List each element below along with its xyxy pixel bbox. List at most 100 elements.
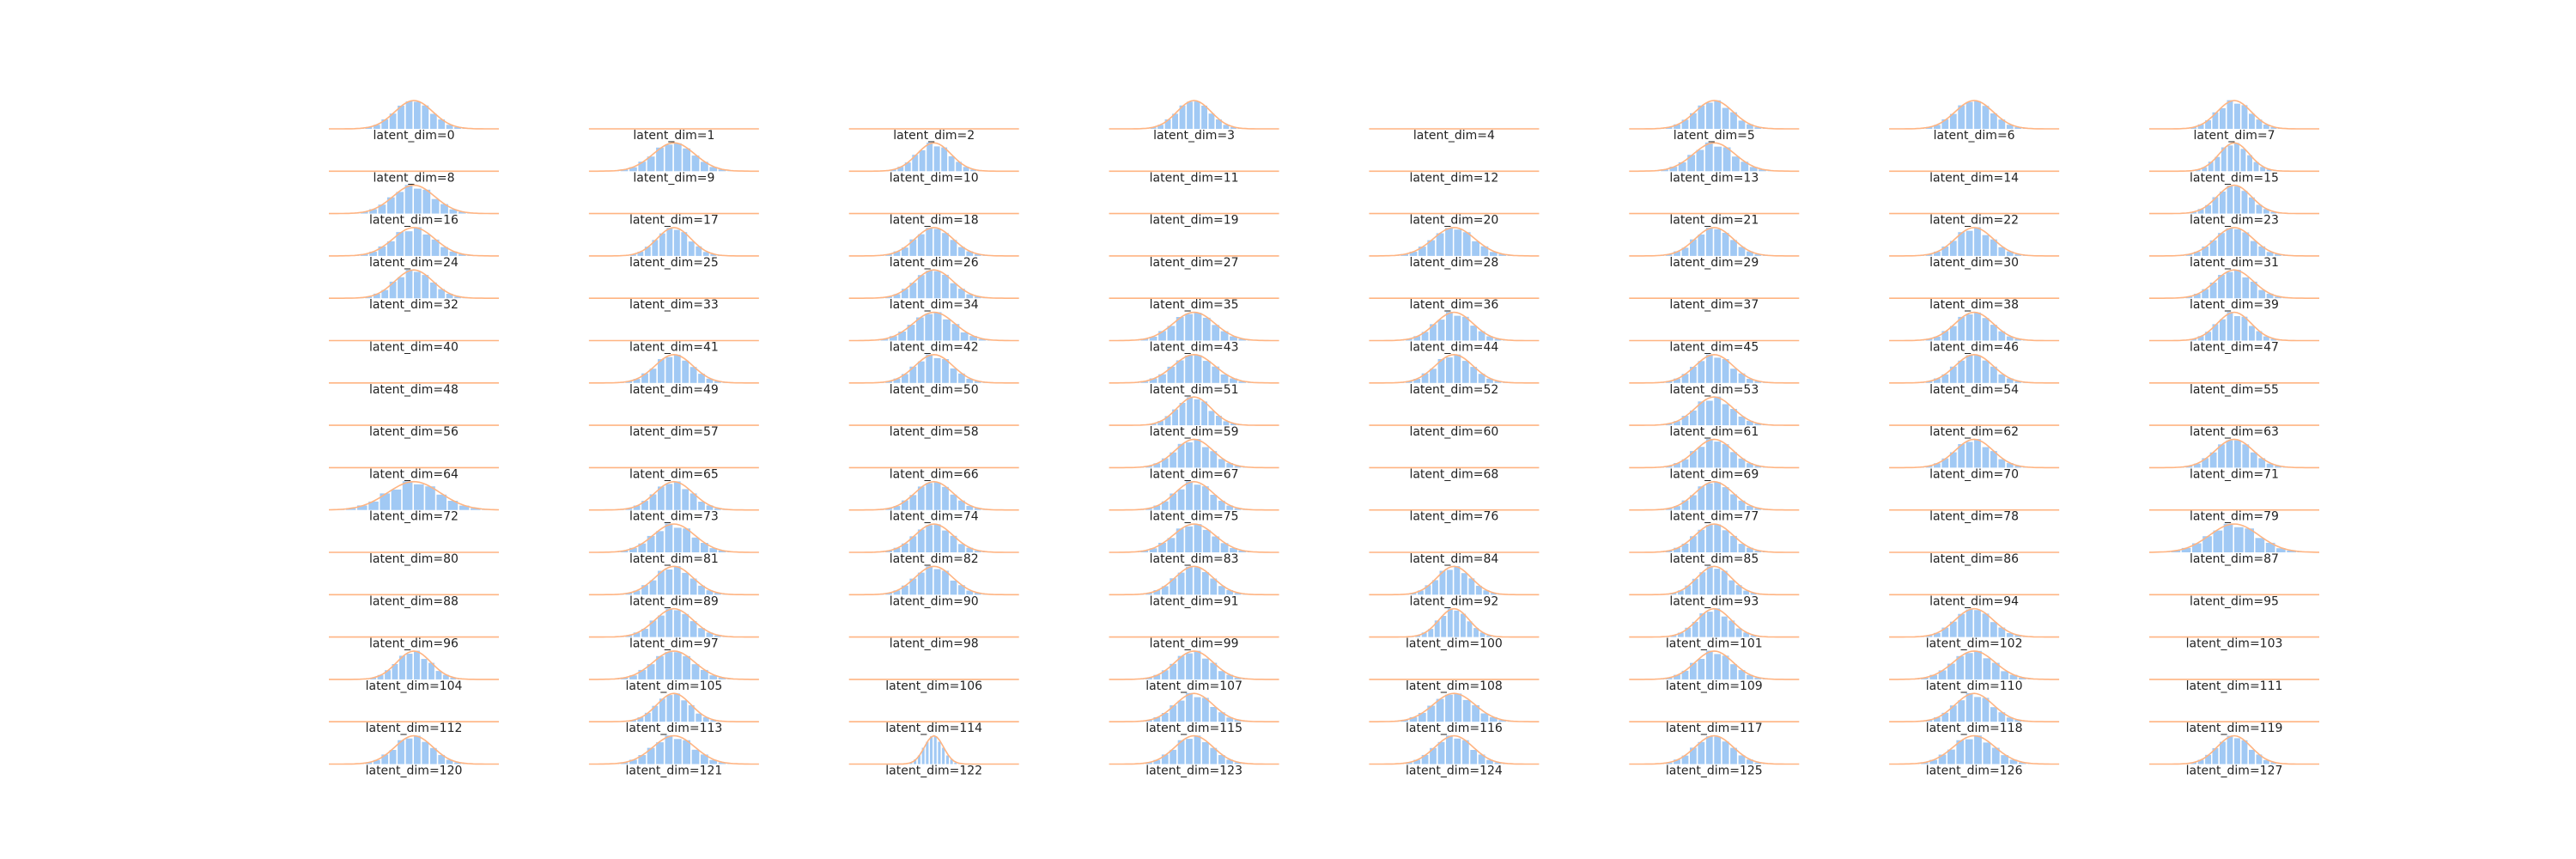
histogram-bar — [2226, 440, 2233, 468]
histogram-bar — [620, 551, 629, 552]
histogram-bar — [1947, 749, 1955, 765]
histogram-bar — [1234, 720, 1242, 722]
histogram-bar — [1941, 627, 1949, 637]
histogram-panel-5: latent_dim=5 — [1629, 100, 1800, 143]
histogram-bar — [1441, 616, 1447, 637]
histogram-bar — [2009, 674, 2018, 679]
histogram-bar — [942, 486, 949, 510]
pdf-curve — [588, 692, 759, 722]
histogram-bar — [926, 741, 929, 765]
histogram-bar — [1681, 416, 1689, 426]
histogram-bar — [1674, 251, 1680, 256]
histogram-bar — [1421, 632, 1427, 637]
histogram-bar — [1220, 374, 1229, 383]
histogram-bar — [454, 762, 461, 765]
histogram-bar — [2197, 336, 2204, 341]
histogram-bar — [1982, 360, 1990, 383]
histogram-bar — [666, 228, 673, 256]
histogram-bar — [933, 736, 937, 765]
panel-label: latent_dim=79 — [2190, 510, 2279, 524]
panel-label: latent_dim=7 — [2194, 129, 2275, 143]
histogram-bar — [1674, 506, 1680, 510]
histogram-bar — [1982, 447, 1990, 468]
histogram-bar — [1941, 247, 1949, 256]
histogram-bar — [1665, 677, 1673, 679]
panel-label: latent_dim=80 — [369, 552, 459, 566]
histogram-bar — [1681, 500, 1689, 510]
histogram-panel-0: latent_dim=0 — [329, 100, 499, 143]
histogram-bar — [1186, 442, 1193, 468]
histogram-bar — [1158, 542, 1166, 552]
histogram-bar — [1925, 126, 1933, 129]
histogram-bar — [1998, 712, 2006, 722]
histogram-bar — [2255, 538, 2265, 552]
histogram-bar — [885, 296, 892, 299]
histogram-bar — [958, 373, 965, 383]
pdf-curve — [588, 142, 759, 173]
histogram-bar — [1965, 739, 1973, 765]
histogram-bar — [2256, 119, 2263, 129]
histogram-panel-57: latent_dim=57 — [588, 424, 759, 439]
histogram-bar — [1436, 233, 1444, 256]
histogram-bar — [1212, 325, 1220, 341]
histogram-bar — [1941, 712, 1949, 722]
histogram-bar — [1754, 254, 1762, 256]
histogram-bar — [1929, 674, 1938, 679]
histogram-bar — [2197, 209, 2204, 214]
pdf-curve — [2149, 269, 2319, 299]
histogram-bar — [2227, 186, 2233, 214]
panel-label: latent_dim=61 — [1669, 425, 1759, 439]
histogram-bar — [1177, 700, 1185, 722]
histogram-bar — [912, 155, 919, 172]
histogram-panel-39: latent_dim=39 — [2149, 269, 2319, 312]
histogram-bar — [1730, 369, 1737, 383]
histogram-bar — [1186, 653, 1193, 679]
histogram-bar — [1714, 228, 1722, 256]
histogram-bar — [1194, 313, 1202, 341]
panel-label: latent_dim=76 — [1409, 510, 1498, 524]
histogram-bar — [1473, 628, 1479, 637]
histogram-bar — [942, 233, 949, 256]
histogram-bar — [1170, 493, 1177, 510]
histogram-bar — [396, 192, 404, 214]
histogram-bar — [942, 570, 949, 595]
histogram-bar — [365, 296, 373, 299]
histogram-bar — [1238, 550, 1247, 552]
pdf-curve — [1629, 480, 1800, 511]
histogram-bar — [1722, 741, 1729, 765]
histogram-bar — [1437, 320, 1445, 341]
histogram-bar — [921, 747, 925, 765]
histogram-panel-61: latent_dim=61 — [1629, 396, 1800, 439]
histogram-bar — [2190, 762, 2196, 765]
histogram-bar — [1730, 494, 1737, 510]
histogram-bar — [1714, 482, 1722, 510]
histogram-bar — [1421, 332, 1429, 341]
histogram-bar — [644, 247, 651, 256]
histogram-bar — [1161, 586, 1169, 595]
panel-label: latent_dim=111 — [2186, 679, 2283, 693]
histogram-bar — [966, 378, 974, 383]
histogram-bar — [2212, 197, 2219, 214]
histogram-panel-36: latent_dim=36 — [1369, 297, 1540, 312]
panel-label: latent_dim=105 — [625, 679, 722, 693]
histogram-bar — [1714, 100, 1722, 129]
pdf-curve — [2149, 523, 2319, 553]
histogram-bar — [1730, 535, 1737, 552]
histogram-bar — [1934, 463, 1941, 468]
histogram-bar — [1690, 367, 1697, 383]
histogram-bar — [1176, 360, 1184, 383]
histogram-bar — [2006, 378, 2014, 383]
histogram-bar — [1167, 326, 1176, 341]
histogram-bar — [1472, 705, 1479, 722]
histogram-bar — [691, 537, 700, 552]
histogram-bar — [1498, 253, 1507, 256]
histogram-bar — [698, 628, 705, 637]
histogram-bar — [974, 254, 981, 256]
histogram-panel-78: latent_dim=78 — [1889, 509, 2060, 524]
panel-label: latent_dim=28 — [1409, 256, 1498, 270]
histogram-bar — [2212, 112, 2219, 129]
histogram-bar — [1674, 463, 1680, 468]
histogram-bar — [2218, 275, 2225, 299]
histogram-bar — [673, 143, 682, 172]
